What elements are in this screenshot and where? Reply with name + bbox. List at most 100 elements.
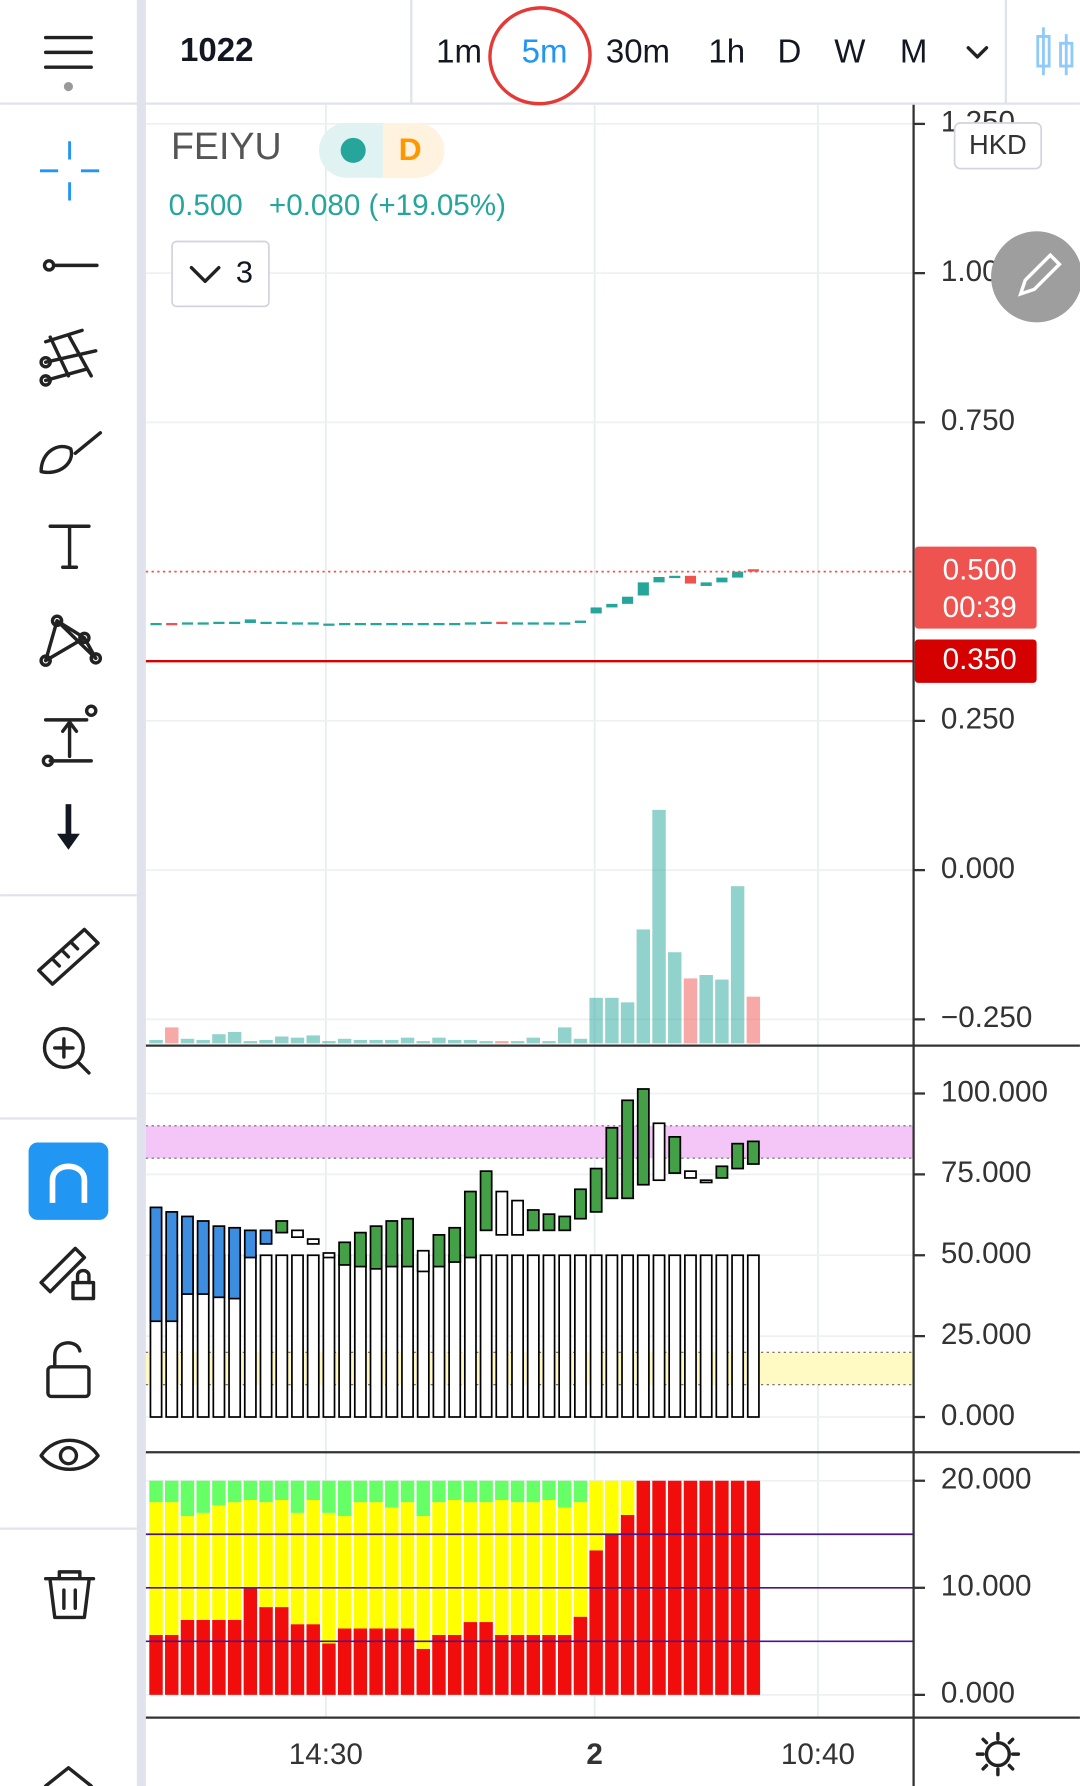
stacked-segment bbox=[495, 1480, 509, 1501]
stacked-segment bbox=[306, 1480, 320, 1501]
stacked-segment bbox=[353, 1480, 368, 1503]
base-bar bbox=[668, 1254, 682, 1418]
volume-bar bbox=[196, 1039, 210, 1044]
legend-symbol[interactable]: FEIYU bbox=[171, 125, 282, 167]
stacked-segment bbox=[432, 1634, 446, 1695]
oscillator-bar bbox=[228, 1226, 242, 1300]
settings-button[interactable] bbox=[975, 1731, 1021, 1777]
crosshair-tool[interactable] bbox=[39, 141, 100, 201]
timeframe[interactable]: 5m bbox=[522, 32, 568, 69]
oscillator-bar bbox=[636, 1088, 650, 1186]
oscillator-bar bbox=[353, 1231, 367, 1268]
stacked-segment bbox=[620, 1480, 635, 1515]
base-bar bbox=[369, 1254, 383, 1418]
stacked-segment bbox=[400, 1628, 415, 1695]
oscillator-bar bbox=[432, 1234, 446, 1268]
stacked-segment bbox=[337, 1480, 352, 1517]
stacked-segment bbox=[573, 1480, 588, 1503]
volume-bar bbox=[652, 809, 666, 1044]
menu-button[interactable] bbox=[43, 35, 93, 92]
timeframe[interactable]: 1m bbox=[436, 32, 482, 69]
stacked-segment bbox=[165, 1634, 179, 1695]
stacked-segment bbox=[479, 1502, 493, 1623]
time-label: 2 bbox=[586, 1738, 602, 1771]
base-bar bbox=[463, 1254, 477, 1418]
oscillator-bar bbox=[243, 1229, 257, 1259]
timeframe-dropdown[interactable] bbox=[966, 46, 989, 59]
status-dot bbox=[340, 137, 366, 163]
candle bbox=[307, 622, 319, 625]
volume-bar bbox=[683, 978, 698, 1044]
candle bbox=[197, 622, 209, 625]
candle bbox=[653, 577, 665, 583]
oscillator-bar bbox=[291, 1229, 304, 1238]
stacked-segment bbox=[275, 1500, 289, 1608]
volume-bar bbox=[416, 1041, 430, 1044]
oscillator-bar bbox=[495, 1190, 509, 1236]
text-tool[interactable] bbox=[48, 524, 91, 569]
stacked-segment bbox=[463, 1502, 478, 1623]
trend-line-tool[interactable] bbox=[42, 259, 99, 272]
timeframe[interactable]: D bbox=[778, 32, 802, 69]
pattern-tool[interactable] bbox=[39, 614, 103, 667]
visibility-tool[interactable] bbox=[39, 1438, 100, 1471]
magnet-tool[interactable] bbox=[28, 1142, 109, 1220]
timeframe[interactable]: M bbox=[900, 32, 928, 69]
timeframe[interactable]: W bbox=[834, 32, 866, 69]
candle bbox=[339, 622, 351, 626]
candle bbox=[433, 622, 445, 626]
oscillator-bar bbox=[746, 1140, 760, 1165]
lock-tool[interactable] bbox=[46, 1341, 91, 1399]
toolbar-collapse[interactable] bbox=[43, 1766, 93, 1786]
volume-bar bbox=[290, 1037, 305, 1044]
oscillator-bar bbox=[416, 1249, 430, 1273]
stacked-segment bbox=[542, 1480, 556, 1501]
currency-box bbox=[953, 122, 1043, 170]
base-bar bbox=[558, 1254, 572, 1418]
oscillator-bar bbox=[338, 1241, 352, 1266]
delete-tool[interactable] bbox=[43, 1570, 96, 1620]
zoom-tool[interactable] bbox=[42, 1026, 91, 1075]
timeframe[interactable]: 30m bbox=[606, 32, 670, 69]
brush-tool[interactable] bbox=[39, 431, 103, 475]
ruler-tool[interactable] bbox=[37, 927, 100, 986]
stacked-segment bbox=[557, 1480, 572, 1508]
y-tick-label: 0.250 bbox=[941, 703, 1015, 736]
stacked-segment bbox=[369, 1480, 383, 1503]
candle bbox=[276, 621, 288, 625]
stacked-segment bbox=[620, 1514, 635, 1695]
fib-tool[interactable] bbox=[39, 328, 98, 387]
legend-price: 0.500 bbox=[169, 189, 243, 222]
base-bar bbox=[385, 1254, 399, 1418]
base-bar bbox=[243, 1254, 257, 1418]
chart-type-button[interactable] bbox=[1036, 27, 1074, 76]
projection-tool[interactable] bbox=[41, 704, 98, 768]
stacked-segment bbox=[149, 1634, 163, 1695]
oscillator-bar bbox=[196, 1220, 210, 1295]
currency: HKD bbox=[969, 129, 1027, 160]
base-bar bbox=[605, 1254, 619, 1418]
candle bbox=[606, 603, 618, 608]
price-line-tag bbox=[914, 639, 1037, 683]
timeframe[interactable]: 1h bbox=[708, 32, 745, 69]
pencil-icon bbox=[1017, 252, 1062, 297]
volume-bar bbox=[369, 1039, 383, 1044]
stacked-segment bbox=[526, 1634, 540, 1695]
candle bbox=[229, 621, 241, 625]
stacked-segment bbox=[322, 1512, 336, 1644]
base-bar bbox=[621, 1254, 635, 1418]
stacked-segment bbox=[353, 1502, 368, 1629]
stacked-segment bbox=[149, 1480, 163, 1503]
indicator-toggle[interactable] bbox=[171, 240, 270, 308]
symbol[interactable]: 1022 bbox=[180, 31, 253, 68]
draw-button[interactable] bbox=[991, 231, 1080, 323]
volume-bar bbox=[149, 1039, 163, 1044]
stacked-segment bbox=[337, 1516, 352, 1629]
y-tick-label: 0.000 bbox=[941, 1677, 1015, 1710]
volume-bar bbox=[557, 1027, 572, 1044]
arrow-tool[interactable] bbox=[57, 804, 80, 850]
oscillator-bar bbox=[306, 1238, 320, 1245]
base-bar bbox=[652, 1254, 666, 1418]
lock-drawings-tool[interactable] bbox=[39, 1246, 96, 1301]
candle bbox=[150, 622, 162, 626]
